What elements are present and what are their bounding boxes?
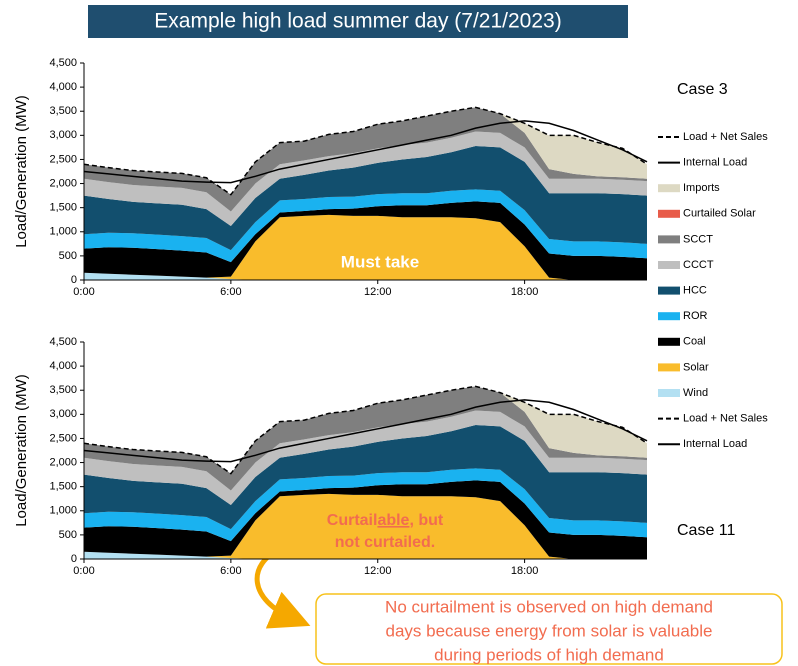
legend-label: Curtailed Solar	[683, 208, 756, 220]
area	[84, 201, 647, 280]
legend-label: Solar	[683, 361, 709, 373]
legend-swatch	[658, 337, 680, 346]
case-label: Case 3	[677, 81, 728, 98]
y-tick-label: 500	[59, 529, 77, 541]
callout-box	[315, 593, 783, 665]
case-label: Case 11	[677, 522, 736, 539]
legend-label: ROR	[683, 310, 708, 322]
y-tick-label: 0	[71, 553, 77, 565]
legend-label: HCC	[683, 285, 707, 297]
y-tick-label: 1,500	[49, 202, 77, 214]
x-tick-label: 6:00	[220, 565, 241, 577]
area	[84, 145, 647, 251]
y-tick-label: 2,000	[49, 177, 77, 189]
legend-swatch	[658, 209, 680, 218]
y-axis-title: Load/Generation (MW)	[13, 374, 30, 527]
y-tick-label: 500	[59, 250, 77, 262]
y-tick-label: 4,500	[49, 336, 77, 348]
y-tick-label: 0	[71, 274, 77, 286]
legend-label: Internal Load	[683, 157, 747, 169]
legend-swatch	[658, 389, 680, 397]
y-tick-label: 3,500	[49, 384, 77, 396]
line	[83, 399, 648, 463]
line	[83, 106, 648, 196]
legend-label: Wind	[683, 387, 708, 399]
annotation-part: able	[377, 512, 409, 529]
legend: Load + Net Sales Internal Load Imports Curt…	[658, 131, 768, 450]
area	[84, 493, 647, 559]
legend-swatch	[658, 312, 680, 321]
legend-swatch	[658, 235, 680, 244]
y-tick-label: 2,000	[49, 456, 77, 468]
y-tick-label: 3,500	[49, 105, 77, 117]
callout-text: days because energy from solar is valuab…	[386, 621, 713, 640]
legend-label: Load + Net Sales	[683, 131, 768, 143]
area	[84, 214, 647, 280]
legend-label: SCCT	[683, 233, 713, 245]
legend-swatch	[658, 184, 680, 193]
area	[84, 386, 647, 491]
y-tick-label: 4,000	[49, 360, 77, 372]
x-tick-label: 6:00	[220, 286, 241, 298]
x-tick-label: 0:00	[73, 565, 94, 577]
legend-swatch	[658, 286, 680, 295]
title-banner	[88, 5, 628, 38]
x-tick-label: 18:00	[511, 565, 539, 577]
y-tick-label: 2,500	[49, 432, 77, 444]
y-tick-label: 3,000	[49, 129, 77, 141]
x-tick-label: 18:00	[511, 286, 539, 298]
callout: No curtailment is observed on high deman…	[385, 597, 713, 664]
x-tick-label: 12:00	[364, 565, 392, 577]
legend-label: Coal	[683, 336, 706, 348]
y-tick-label: 2,500	[49, 153, 77, 165]
y-tick-label: 3,000	[49, 408, 77, 420]
area	[84, 480, 647, 559]
annotation: Must take	[341, 252, 419, 271]
legend-label: CCCT	[683, 259, 714, 271]
y-tick-label: 1,500	[49, 481, 77, 493]
area	[84, 468, 647, 542]
annotation-part: Curtail	[327, 512, 378, 529]
x-tick-label: 12:00	[364, 286, 392, 298]
title: Example high load summer day (7/21/2023)	[154, 10, 561, 33]
legend-label: Load + Net Sales	[683, 413, 768, 425]
y-tick-label: 1,000	[49, 226, 77, 238]
area	[84, 551, 647, 559]
y-axis-title: Load/Generation (MW)	[13, 95, 30, 248]
line	[83, 120, 648, 184]
area	[84, 189, 647, 263]
annotation-part: , but	[409, 512, 443, 529]
legend-label: Imports	[683, 182, 720, 194]
annotation: not curtailed.	[335, 534, 435, 551]
x-tick-label: 0:00	[73, 286, 94, 298]
line	[83, 385, 648, 475]
legend-swatch	[658, 363, 680, 372]
area	[84, 107, 647, 212]
callout-text: during periods of high demand	[434, 645, 664, 664]
annotation: Curtailable, but	[327, 512, 444, 529]
y-tick-label: 4,500	[49, 57, 77, 69]
legend-label: Internal Load	[683, 438, 747, 450]
legend-swatch	[658, 261, 680, 269]
area	[84, 424, 647, 530]
y-tick-label: 4,000	[49, 81, 77, 93]
y-tick-label: 1,000	[49, 505, 77, 517]
callout-text: No curtailment is observed on high deman…	[385, 597, 713, 616]
area	[84, 272, 647, 280]
